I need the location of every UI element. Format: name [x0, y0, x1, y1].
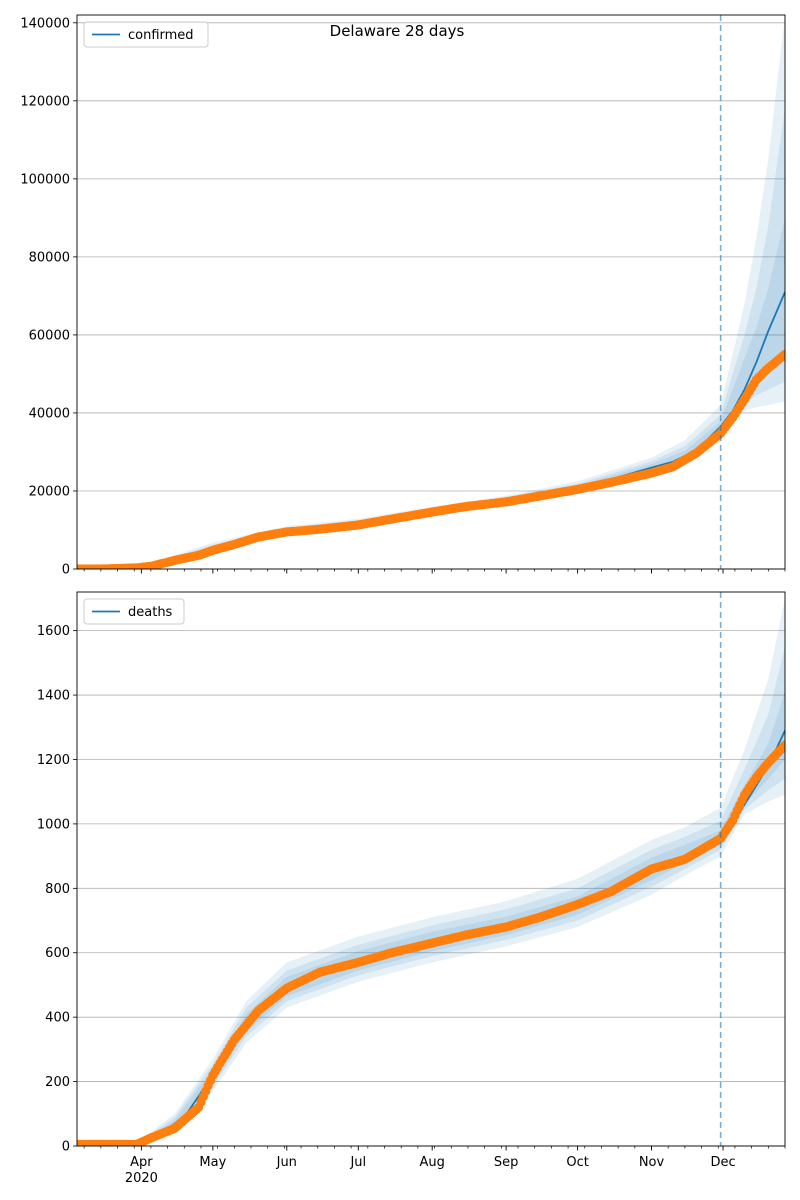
- observed-point: [780, 740, 785, 750]
- y-tick-label: 200: [45, 1075, 70, 1090]
- x-tick-label: Jun: [276, 1155, 297, 1170]
- confirmed-panel: 0 20000 40000 60000 80000 100000 120000 140000 c…: [20, 14, 786, 578]
- x-tick-label: May: [199, 1155, 226, 1170]
- y-tick-label: 0: [62, 563, 70, 578]
- observed-point: [780, 349, 785, 359]
- y-tick-label: 40000: [29, 406, 70, 421]
- y-tick-label: 600: [45, 946, 70, 961]
- axes-frame: [76, 591, 786, 1147]
- x-tick-label: Oct: [566, 1155, 588, 1170]
- legend: deaths: [83, 598, 185, 625]
- y-tick-label: 800: [45, 882, 70, 897]
- x-year-label: 2020: [125, 1171, 158, 1186]
- axes-frame: [76, 14, 786, 570]
- legend-box: [83, 21, 209, 48]
- y-tick-label: 80000: [29, 250, 70, 265]
- legend-box: [83, 598, 185, 625]
- uncertainty-band-0: [77, 15, 785, 569]
- figure-title: Delaware 28 days: [330, 22, 465, 40]
- y-tick-label: 120000: [20, 94, 70, 109]
- legend-label: confirmed: [128, 28, 194, 43]
- x-tick-label: Sep: [494, 1155, 519, 1170]
- y-tick-label: 400: [45, 1011, 70, 1026]
- plot-area: [77, 598, 785, 1146]
- y-tick-label: 60000: [29, 328, 70, 343]
- uncertainty-band-1: [77, 646, 785, 1146]
- x-tick-label: Apr: [130, 1155, 153, 1170]
- y-tick-label: 20000: [29, 484, 70, 499]
- y-tick-label: 100000: [20, 172, 70, 187]
- y-tick-label: 1600: [37, 624, 70, 639]
- x-tick-label: Aug: [419, 1155, 444, 1170]
- x-tick-label: Dec: [710, 1155, 735, 1170]
- y-tick-label: 0: [62, 1140, 70, 1155]
- uncertainty-band-1: [77, 108, 785, 569]
- legend-label: deaths: [128, 605, 173, 620]
- x-tick-label: Nov: [639, 1155, 665, 1170]
- y-tick-label: 1000: [37, 817, 70, 832]
- plot-area: [77, 15, 785, 569]
- legend: confirmed: [83, 21, 209, 48]
- y-tick-label: 1400: [37, 689, 70, 704]
- y-tick-label: 1200: [37, 753, 70, 768]
- y-tick-label: 140000: [20, 16, 70, 31]
- model-line: [77, 291, 785, 569]
- x-tick-label: Jul: [349, 1155, 366, 1170]
